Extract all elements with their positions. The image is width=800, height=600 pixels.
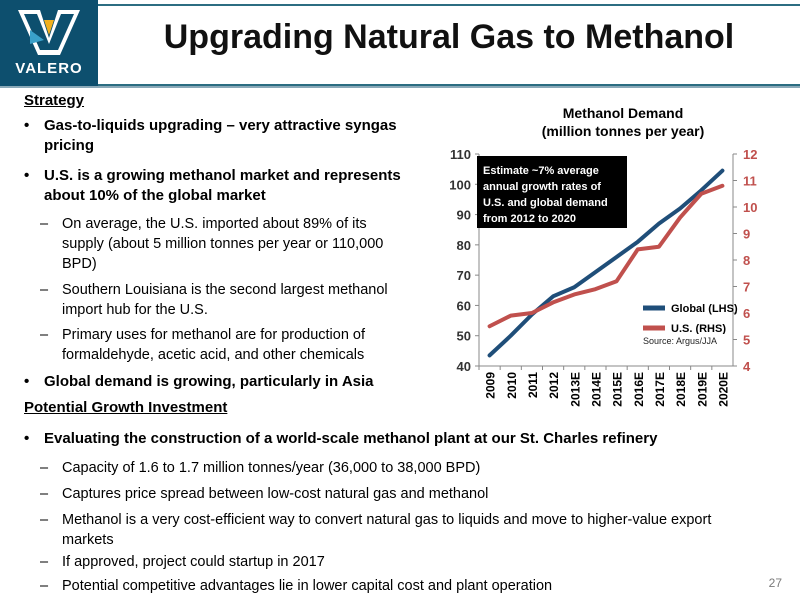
legend-label: Global (LHS) <box>671 303 738 315</box>
y-tick-label-right: 12 <box>743 147 757 162</box>
sub-bullet-text: Southern Louisiana is the second largest… <box>62 282 388 318</box>
sub-bullet-text: Capacity of 1.6 to 1.7 million tonnes/ye… <box>62 460 481 476</box>
x-tick-label: 2015E <box>611 372 625 407</box>
bullet-text: Evaluating the construction of a world-s… <box>44 430 658 447</box>
strategy-heading: Strategy <box>24 92 85 109</box>
sub-bullet-text: Potential competitive advantages lie in … <box>62 578 553 594</box>
y-tick-label-right: 11 <box>743 174 757 189</box>
slide-header: VALERO Upgrading Natural Gas to Methanol <box>0 0 800 88</box>
y-tick-label-right: 5 <box>743 333 750 348</box>
x-tick-label: 2013E <box>568 372 582 407</box>
sub-bullet-text: Methanol is a very cost-efficient way to… <box>62 512 712 548</box>
y-tick-label-right: 10 <box>743 200 757 215</box>
logo-text: VALERO <box>15 60 83 77</box>
x-tick-label: 2011 <box>526 372 540 398</box>
x-tick-label: 2020E <box>716 372 730 407</box>
valero-v-icon <box>18 10 80 55</box>
bullet-text: Global demand is growing, particularly i… <box>44 373 374 390</box>
y-tick-label-right: 9 <box>743 227 750 242</box>
y-tick-label-left: 90 <box>457 208 471 223</box>
bullet-text: U.S. is a growing methanol market and re… <box>44 167 401 204</box>
x-tick-label: 2012 <box>547 372 561 399</box>
x-tick-label: 2018E <box>674 372 688 407</box>
sub-bullet-text: Captures price spread between low-cost n… <box>62 486 489 502</box>
page-title: Upgrading Natural Gas to Methanol <box>163 18 735 56</box>
chart-source: Source: Argus/JJA <box>643 336 717 346</box>
y-tick-label-right: 7 <box>743 280 750 295</box>
x-tick-label: 2010 <box>505 372 519 399</box>
y-tick-label-left: 80 <box>457 238 471 253</box>
y-tick-label-left: 100 <box>449 177 471 192</box>
sub-bullet-text: Primary uses for methanol are for produc… <box>62 327 366 363</box>
sub-bullet-text: If approved, project could startup in 20… <box>62 554 325 570</box>
y-tick-label-right: 4 <box>743 359 751 374</box>
y-tick-label-right: 6 <box>743 306 750 321</box>
chart-svg: Methanol Demand (million tonnes per year)… <box>449 105 757 407</box>
series-line-us <box>487 183 725 329</box>
series-line-global <box>487 168 725 358</box>
y-tick-label-left: 70 <box>457 268 471 283</box>
bullet-text: Gas-to-liquids upgrading – very attracti… <box>44 117 397 154</box>
source-background <box>639 334 731 346</box>
growth-heading: Potential Growth Investment <box>24 399 228 416</box>
x-tick-label: 2016E <box>632 372 646 407</box>
y-tick-label-right: 8 <box>743 253 750 268</box>
methanol-demand-chart: Methanol Demand (million tonnes per year)… <box>425 98 785 430</box>
valero-logo: VALERO <box>0 0 98 86</box>
chart-title: Methanol Demand <box>563 105 684 121</box>
legend-label: U.S. (RHS) <box>671 323 726 335</box>
title-bar: Upgrading Natural Gas to Methanol <box>98 4 800 86</box>
x-tick-label: 2017E <box>653 372 667 407</box>
x-tick-label: 2014E <box>589 372 603 407</box>
annotation-box <box>477 156 627 228</box>
chart-subtitle: (million tonnes per year) <box>542 123 705 139</box>
page-number: 27 <box>768 576 782 590</box>
annotation-text: Estimate ~7% average annual growth rates … <box>483 165 608 225</box>
y-tick-label-left: 110 <box>450 147 471 162</box>
x-tick-label: 2009 <box>484 372 498 399</box>
x-tick-label: 2019E <box>695 372 709 407</box>
header-divider <box>0 86 800 88</box>
sub-bullet-text: On average, the U.S. imported about 89% … <box>62 216 384 272</box>
y-tick-label-left: 40 <box>457 359 471 374</box>
y-tick-label-left: 60 <box>457 298 471 313</box>
y-tick-label-left: 50 <box>457 329 471 344</box>
